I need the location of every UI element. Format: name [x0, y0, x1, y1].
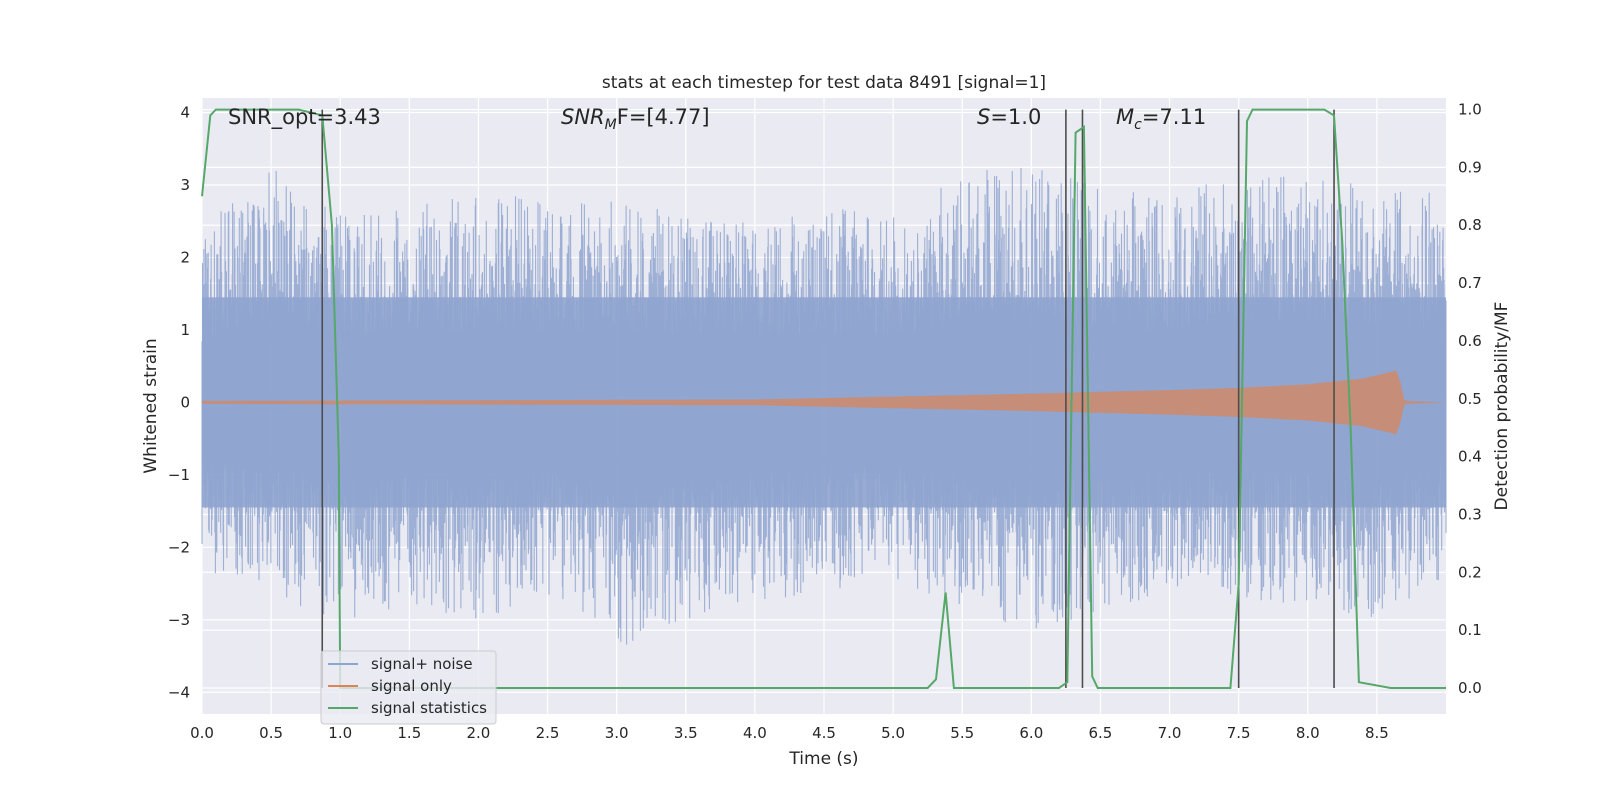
y-right-tick-label: 0.4: [1458, 448, 1482, 466]
y-right-tick-label: 1.0: [1458, 101, 1482, 119]
y-axis-label-right: Detection probability/MF: [1492, 302, 1512, 511]
x-tick-label: 7.5: [1227, 724, 1251, 742]
x-tick-label: 0.5: [259, 724, 283, 742]
x-tick-label: 2.5: [536, 724, 560, 742]
x-tick-label: 1.0: [328, 724, 352, 742]
mc-subscript: c: [1134, 117, 1142, 133]
x-tick-label: 8.5: [1365, 724, 1389, 742]
snr-mf-annotation: SNRMF=[4.77]: [561, 105, 710, 133]
x-tick-label: 5.5: [950, 724, 974, 742]
legend-box: [320, 650, 497, 725]
y-right-tick-label: 0.8: [1458, 216, 1482, 234]
y-left-tick-label: −4: [168, 683, 190, 701]
mc-value: =7.11: [1142, 105, 1206, 129]
s-annotation: S=1.0: [977, 105, 1041, 129]
snr-mf-subscript: M: [605, 117, 617, 133]
mc-annotation: Mc=7.11: [1116, 105, 1206, 133]
x-tick-label: 8.0: [1296, 724, 1320, 742]
signal-layer: [202, 370, 1446, 435]
y-left-tick-label: −3: [168, 611, 190, 629]
x-tick-label: 7.0: [1158, 724, 1182, 742]
x-tick-label: 3.0: [605, 724, 629, 742]
y-left-tick-label: 4: [180, 103, 190, 121]
snr-mf-symbol: SNR: [561, 105, 605, 129]
x-tick-label: 4.5: [812, 724, 836, 742]
signal-series-path: [202, 370, 1446, 435]
y-right-tick-label: 0.1: [1458, 621, 1482, 639]
y-right-tick-label: 0.2: [1458, 563, 1482, 581]
legend: signal+ noise signal only signal statist…: [320, 650, 497, 725]
x-tick-label: 4.0: [743, 724, 767, 742]
legend-label-noise: signal+ noise: [371, 655, 473, 673]
mc-symbol: M: [1116, 105, 1134, 129]
y-right-tick-label: 0.5: [1458, 390, 1482, 408]
snr-opt-annotation: SNR_opt=3.43: [228, 105, 381, 130]
legend-label-signal: signal only: [371, 677, 452, 695]
y-right-tick-label: 0.7: [1458, 274, 1482, 292]
y-right-tick-label: 0.6: [1458, 332, 1482, 350]
x-tick-label: 6.5: [1089, 724, 1113, 742]
y-left-tick-label: 1: [180, 321, 190, 339]
x-tick-label: 3.5: [674, 724, 698, 742]
x-tick-label: 2.0: [467, 724, 491, 742]
snr-mf-value: F=[4.77]: [617, 105, 710, 129]
x-tick-label: 6.0: [1019, 724, 1043, 742]
y-right-tick-label: 0.3: [1458, 505, 1482, 523]
x-tick-label: 1.5: [397, 724, 421, 742]
legend-label-statistics: signal statistics: [371, 699, 487, 717]
y-right-tick-label: 0.0: [1458, 679, 1482, 697]
y-left-tick-label: 3: [180, 176, 190, 194]
y-axis-label-left: Whitened strain: [141, 338, 161, 473]
y-left-tick-label: −1: [168, 466, 190, 484]
y-right-tick-label: 0.9: [1458, 158, 1482, 176]
x-tick-label: 5.0: [881, 724, 905, 742]
y-left-tick-label: 2: [180, 248, 190, 266]
s-symbol: S: [977, 105, 990, 129]
y-left-tick-label: 0: [180, 393, 190, 411]
statistics-series-line: [201, 108, 1446, 689]
tick-layer: 0.0 0.5 1.0 1.5 2.0 2.5 3.0 3.5 4.0 4.5 5.0 5.5 6.0 6…: [168, 101, 1482, 742]
s-value: =1.0: [990, 105, 1041, 129]
x-axis-label: Time (s): [788, 749, 858, 769]
statistics-layer: [201, 108, 1446, 689]
x-tick-label: 0.0: [190, 724, 214, 742]
y-left-tick-label: −2: [168, 538, 190, 556]
chart-title: stats at each timestep for test data 849…: [602, 73, 1046, 93]
